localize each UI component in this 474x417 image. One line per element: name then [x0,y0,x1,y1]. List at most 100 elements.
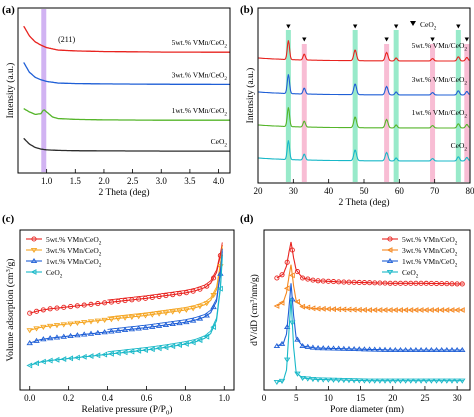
panel-d-point-0-44 [289,247,295,253]
panel-c-point-3-455 [114,350,121,357]
panel-c-point-1-595 [142,313,149,319]
panel-d-point-3-76 [309,377,317,383]
panel-b-peak-marker-4 [393,24,399,29]
panel-d-point-2-84 [314,345,322,351]
panel-d-legend-label-3: CeO2 [402,268,419,280]
panel-d-point-0-92 [320,278,326,284]
panel-d-point-2-124 [340,345,348,351]
panel-d-point-3-172 [371,378,378,384]
panel-d-point-2-244 [417,346,425,353]
panel-c-point-3-525 [128,348,135,355]
panel-c-point-1-910 [203,301,210,307]
panel-d-point-2-292 [448,346,456,353]
panel-c-legend-marker-2 [30,257,38,264]
panel-c-point-0-700 [163,293,169,299]
panel-c-point-1-490 [121,315,129,321]
panel-c-point-1-875 [196,304,204,310]
panel-d-point-0-100 [325,278,331,284]
panel-d-point-2-188 [381,346,389,352]
panel-b-series-label-2: 1wt.% VMn/CeO2 [412,108,468,120]
panel-d-point-0-268 [433,280,440,287]
panel-c-point-0-945 [211,275,217,281]
panel-c-point-2-315 [87,330,95,336]
panel-b-chart: 5wt.% VMn/CeO2 3wt.% VMn/CeO2 1wt.% VMn/Ce… [245,7,474,208]
panel-c-point-1-210 [67,321,74,327]
panel-c-point-1-245 [74,320,81,326]
panel-b-band-green-2 [393,30,399,182]
panel-c-point-0-595 [142,295,149,301]
panel-d-point-1-60 [299,303,306,310]
panel-d-point-1-44 [289,272,295,279]
panel-c-point-1-945 [210,293,217,299]
panel-c-point-0-245 [74,303,80,309]
panel-c-point-2-525 [128,326,136,332]
panel-c-point-3-840 [189,339,196,346]
panel-d-point-2-308 [459,346,466,353]
panel-d-point-3-284 [443,378,451,384]
panel-c-point-0-735 [170,292,176,298]
panel-d-point-3-180 [376,378,384,384]
panel-c-point-0-910 [204,283,210,289]
panel-b-series-line-2 [258,107,470,129]
panel-label-b: (b) [240,4,254,16]
panel-c-point-0-525 [129,297,135,303]
panel-c-point-3-595 [142,347,148,354]
panel-d-point-1-92 [319,305,326,312]
panel-d-point-3-28 [278,378,286,384]
panel-d-point-0-132 [346,279,352,285]
panel-d-point-2-236 [412,346,420,353]
panel-d-point-3-52 [294,371,301,377]
panel-b-ylabel: Intensity (a.u.) [245,68,256,124]
panel-d-point-2-220 [402,346,409,353]
panel-a-series-line-0 [23,25,230,53]
panel-d-point-1-100 [325,306,331,312]
panel-c-point-2-210 [67,332,74,338]
panel-d-point-2-252 [423,346,430,353]
panel-c-point-3-665 [155,345,162,352]
panel-d-point-2-132 [345,345,353,351]
panel-c-point-1-175 [60,322,67,328]
panel-c-point-1-630 [149,312,156,318]
panel-d-point-2-116 [335,345,342,351]
panel-c-point-2-140 [53,334,61,340]
panel-d-point-2-260 [428,346,435,353]
panel-c-point-3-210 [67,355,74,362]
panel-d-point-1-116 [335,306,342,313]
panel-d-point-3-188 [381,378,389,384]
panel-c-point-0-350 [95,301,101,307]
panel-a-xtick-label-6: 4.0 [213,176,225,186]
panel-c-point-3-910 [203,333,210,340]
panel-d-point-2-68 [304,343,311,349]
panel-c-point-3-875 [196,337,203,344]
panel-c-point-1-560 [135,314,142,320]
panel-c-xtick-label-3: 0.6 [141,393,153,403]
panel-d-point-0-108 [330,279,337,285]
panel-d-point-2-180 [376,346,384,352]
panel-c-point-2-875 [196,315,204,321]
panel-d-point-3-260 [428,378,435,384]
panel-c-point-3-70 [40,358,46,365]
panel-c-point-3-280 [80,353,87,360]
panel-b-band-pink-0 [301,44,307,182]
panel-b-band-green-3 [455,30,461,182]
panel-d-point-3-60 [299,375,306,382]
panel-c-legend-label-2: 1wt.% VMn/CeO2 [46,257,102,269]
panel-b-xtick-label-1: 30 [289,186,299,196]
panel-d-legend-label-1: 3wt.% VMn/CeO2 [402,246,458,258]
panel-d-point-2-28 [278,340,286,346]
panel-c-point-0-840 [190,288,196,294]
panel-b-peak-marker-5 [430,37,435,42]
panel-a-xtick-label-0: 1.0 [41,176,53,186]
panel-c-xtick-label-0: 0.0 [24,393,36,403]
panel-d-legend-label-0: 5wt.% VMn/CeO2 [402,235,458,247]
panel-c-legend-label-1: 3wt.% VMn/CeO2 [46,246,102,258]
panel-d-legend-marker-2 [386,257,394,264]
panel-c-point-2-770 [176,320,183,326]
panel-d-point-0-52 [294,269,301,275]
panel-d-point-0-76 [310,277,316,283]
panel-d-point-2-52 [294,336,301,342]
panel-b-xtick-label-0: 20 [254,186,264,196]
panel-b-band-green-0 [285,30,291,182]
panel-d-series-line-1 [276,264,464,311]
